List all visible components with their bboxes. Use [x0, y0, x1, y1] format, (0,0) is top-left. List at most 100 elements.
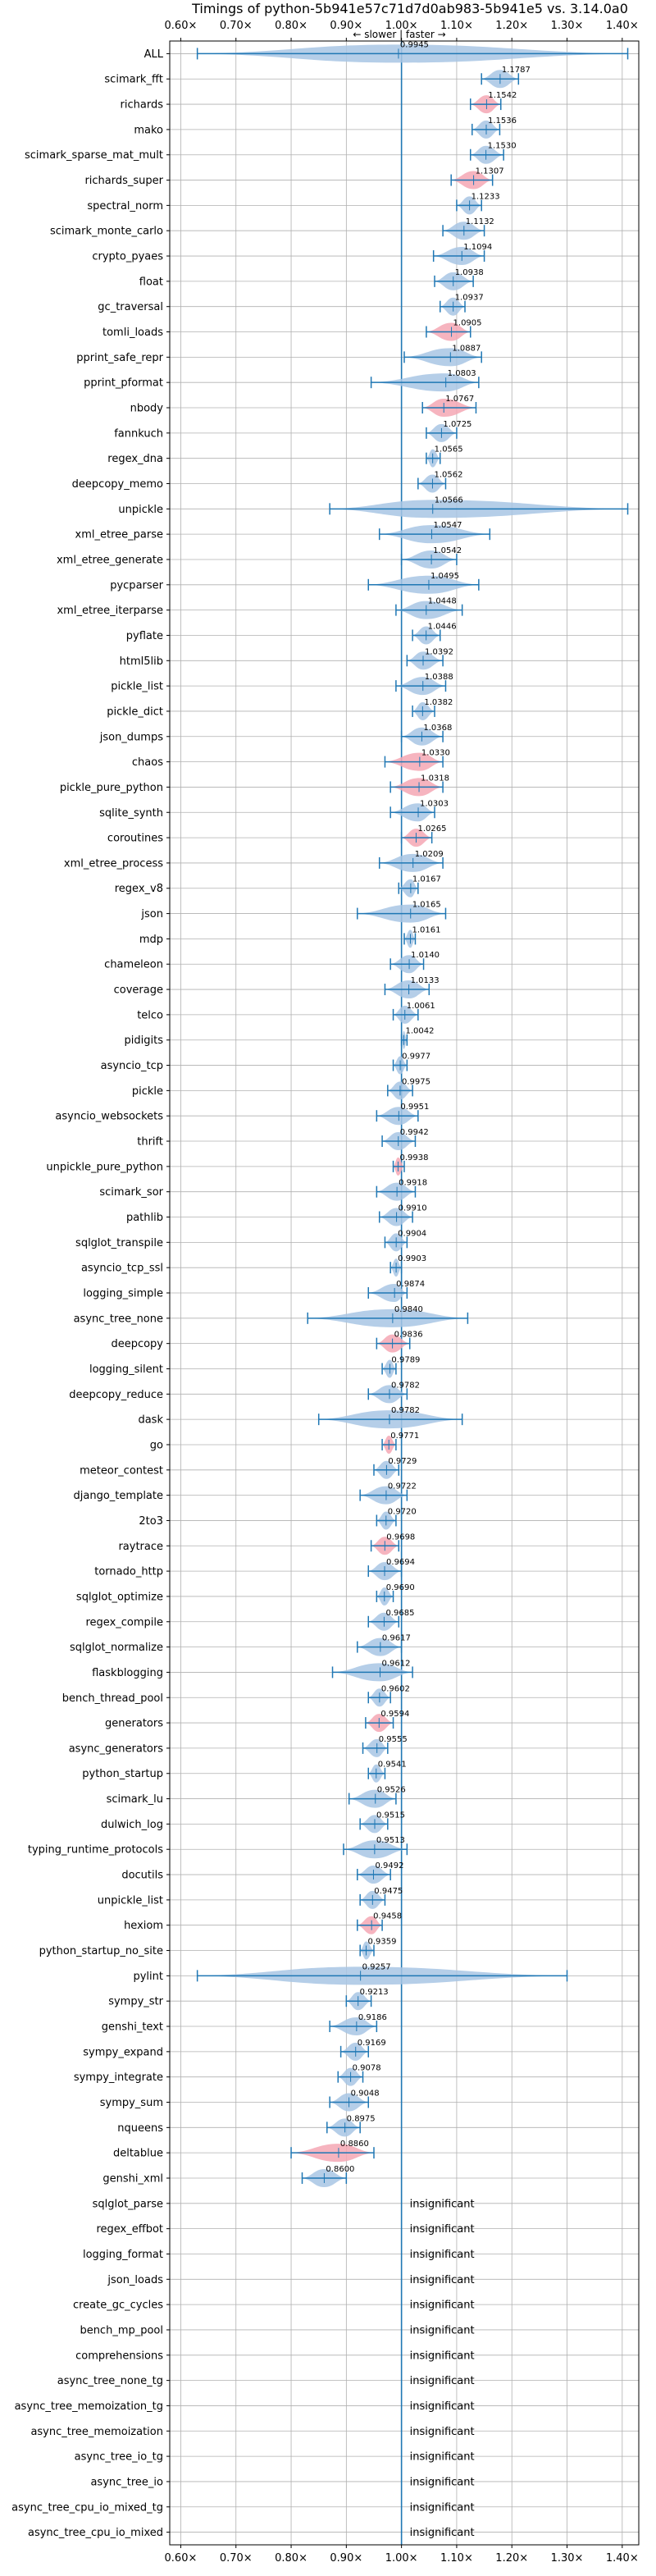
benchmark-label: async_tree_io	[90, 2476, 163, 2488]
value-label: 1.0547	[433, 521, 462, 530]
value-label: 0.9555	[379, 1735, 408, 1744]
value-label: 0.9612	[382, 1659, 411, 1668]
x-tick-label-top: 0.60×	[165, 20, 198, 32]
insignificant-label: insignificant	[410, 2476, 475, 2488]
value-label: 0.9951	[400, 1103, 429, 1112]
x-tick-label-top: 0.90×	[330, 20, 362, 32]
benchmark-label: nbody	[130, 403, 164, 415]
value-label: 1.0133	[411, 976, 440, 985]
benchmark-label: sqlite_synth	[99, 807, 163, 820]
benchmark-label: regex_effbot	[96, 2223, 163, 2236]
benchmark-label: regex_dna	[107, 453, 163, 465]
value-label: 1.0265	[417, 824, 446, 834]
value-label: 0.9782	[391, 1406, 420, 1415]
benchmark-label: asyncio_websockets	[55, 1111, 163, 1123]
benchmark-label: richards	[121, 99, 164, 112]
x-tick-label-top: 1.20×	[495, 20, 528, 32]
benchmark-label: genshi_text	[102, 2021, 163, 2034]
x-tick-label-top: 0.70×	[220, 20, 253, 32]
value-label: 1.0938	[455, 268, 484, 277]
value-label: 0.9213	[360, 1988, 389, 1997]
benchmark-label: pyflate	[126, 630, 163, 642]
value-label: 0.9690	[386, 1583, 415, 1592]
value-label: 0.8860	[340, 2140, 369, 2149]
benchmark-label: pprint_pformat	[84, 377, 163, 390]
value-label: 0.9874	[396, 1280, 425, 1289]
value-label: 1.0042	[405, 1027, 434, 1036]
insignificant-label: insignificant	[410, 2300, 475, 2312]
x-tick-label-bottom: 1.10×	[440, 2552, 473, 2565]
insignificant-label: insignificant	[410, 2426, 475, 2438]
value-label: 1.0318	[421, 774, 449, 783]
value-label: 1.1132	[466, 217, 494, 226]
value-label: 1.0140	[411, 951, 440, 960]
benchmark-label: comprehensions	[75, 2350, 163, 2362]
insignificant-label: insignificant	[410, 2249, 475, 2261]
value-label: 1.0209	[415, 850, 444, 859]
benchmark-label: xml_etree_process	[64, 857, 163, 870]
value-label: 1.0388	[425, 673, 453, 682]
benchmark-label: unpickle_list	[98, 1894, 163, 1907]
benchmark-label: generators	[105, 1718, 163, 1730]
value-label: 1.1536	[488, 116, 517, 126]
x-tick-label-bottom: 1.00×	[385, 2552, 418, 2565]
value-label: 0.9602	[381, 1684, 410, 1693]
benchmark-label: spectral_norm	[87, 200, 163, 212]
benchmark-label: pickle_pure_python	[60, 782, 163, 794]
benchmark-label: tomli_loads	[102, 327, 163, 339]
benchmark-label: float	[139, 276, 163, 288]
value-label: 0.9904	[398, 1229, 426, 1238]
benchmark-label: go	[150, 1439, 163, 1451]
benchmark-label: dulwich_log	[101, 1819, 163, 1831]
value-label: 0.9975	[402, 1077, 430, 1086]
value-label: 1.1530	[488, 142, 517, 151]
x-tick-label-top: 1.30×	[551, 20, 584, 32]
benchmark-label: logging_silent	[89, 1363, 163, 1376]
grid	[166, 38, 639, 2548]
value-label: 0.9938	[399, 1153, 428, 1162]
benchmark-label: json	[140, 908, 163, 920]
benchmark-label: genshi_xml	[102, 2172, 163, 2185]
value-label: 0.9617	[382, 1634, 411, 1643]
benchmark-label: tornado_http	[94, 1566, 163, 1578]
insignificant-label: insignificant	[410, 2501, 475, 2514]
value-label: 0.9722	[388, 1482, 417, 1491]
value-label: 0.9782	[391, 1381, 420, 1390]
benchmark-label: xml_etree_iterparse	[57, 605, 163, 617]
benchmark-label: sympy_integrate	[74, 2071, 163, 2084]
benchmark-label: typing_runtime_protocols	[28, 1844, 163, 1857]
benchmark-label: deepcopy	[111, 1338, 163, 1350]
benchmark-label: pycparser	[110, 579, 163, 591]
value-label: 1.0767	[445, 395, 474, 404]
insignificant-label: insignificant	[410, 2350, 475, 2362]
value-label: 0.9048	[351, 2090, 380, 2099]
value-label: 1.0542	[433, 546, 462, 555]
benchmark-label: logging_simple	[83, 1288, 163, 1300]
benchmark-label: scimark_monte_carlo	[50, 226, 163, 238]
value-label: 0.9359	[367, 1938, 396, 1947]
benchmark-label: json_loads	[107, 2274, 163, 2286]
benchmark-label: async_tree_none_tg	[57, 2375, 163, 2387]
value-label: 0.9840	[394, 1305, 423, 1314]
x-tick-label-bottom: 0.90×	[330, 2552, 362, 2565]
value-label: 1.0562	[434, 470, 462, 479]
value-label: 0.9720	[388, 1507, 417, 1516]
value-label: 1.1307	[476, 167, 504, 176]
benchmark-label: async_tree_memoization_tg	[15, 2400, 163, 2413]
value-label: 1.0565	[435, 445, 463, 454]
value-label: 0.9942	[400, 1128, 429, 1137]
benchmark-label: regex_compile	[85, 1616, 163, 1628]
x-tick-label-bottom: 0.60×	[165, 2552, 198, 2565]
benchmark-label: scimark_lu	[107, 1793, 163, 1806]
benchmark-label: pathlib	[126, 1212, 163, 1224]
benchmark-label: telco	[137, 1009, 163, 1021]
value-label: 0.9694	[386, 1558, 415, 1567]
benchmark-label: raytrace	[118, 1541, 163, 1553]
value-label: 1.0330	[421, 749, 450, 758]
benchmark-label: sympy_sum	[100, 2097, 163, 2109]
benchmark-label: scimark_fft	[104, 74, 163, 86]
value-label: 1.0303	[420, 799, 449, 808]
value-label: 1.0448	[428, 597, 457, 606]
value-label: 0.9945	[400, 40, 429, 49]
